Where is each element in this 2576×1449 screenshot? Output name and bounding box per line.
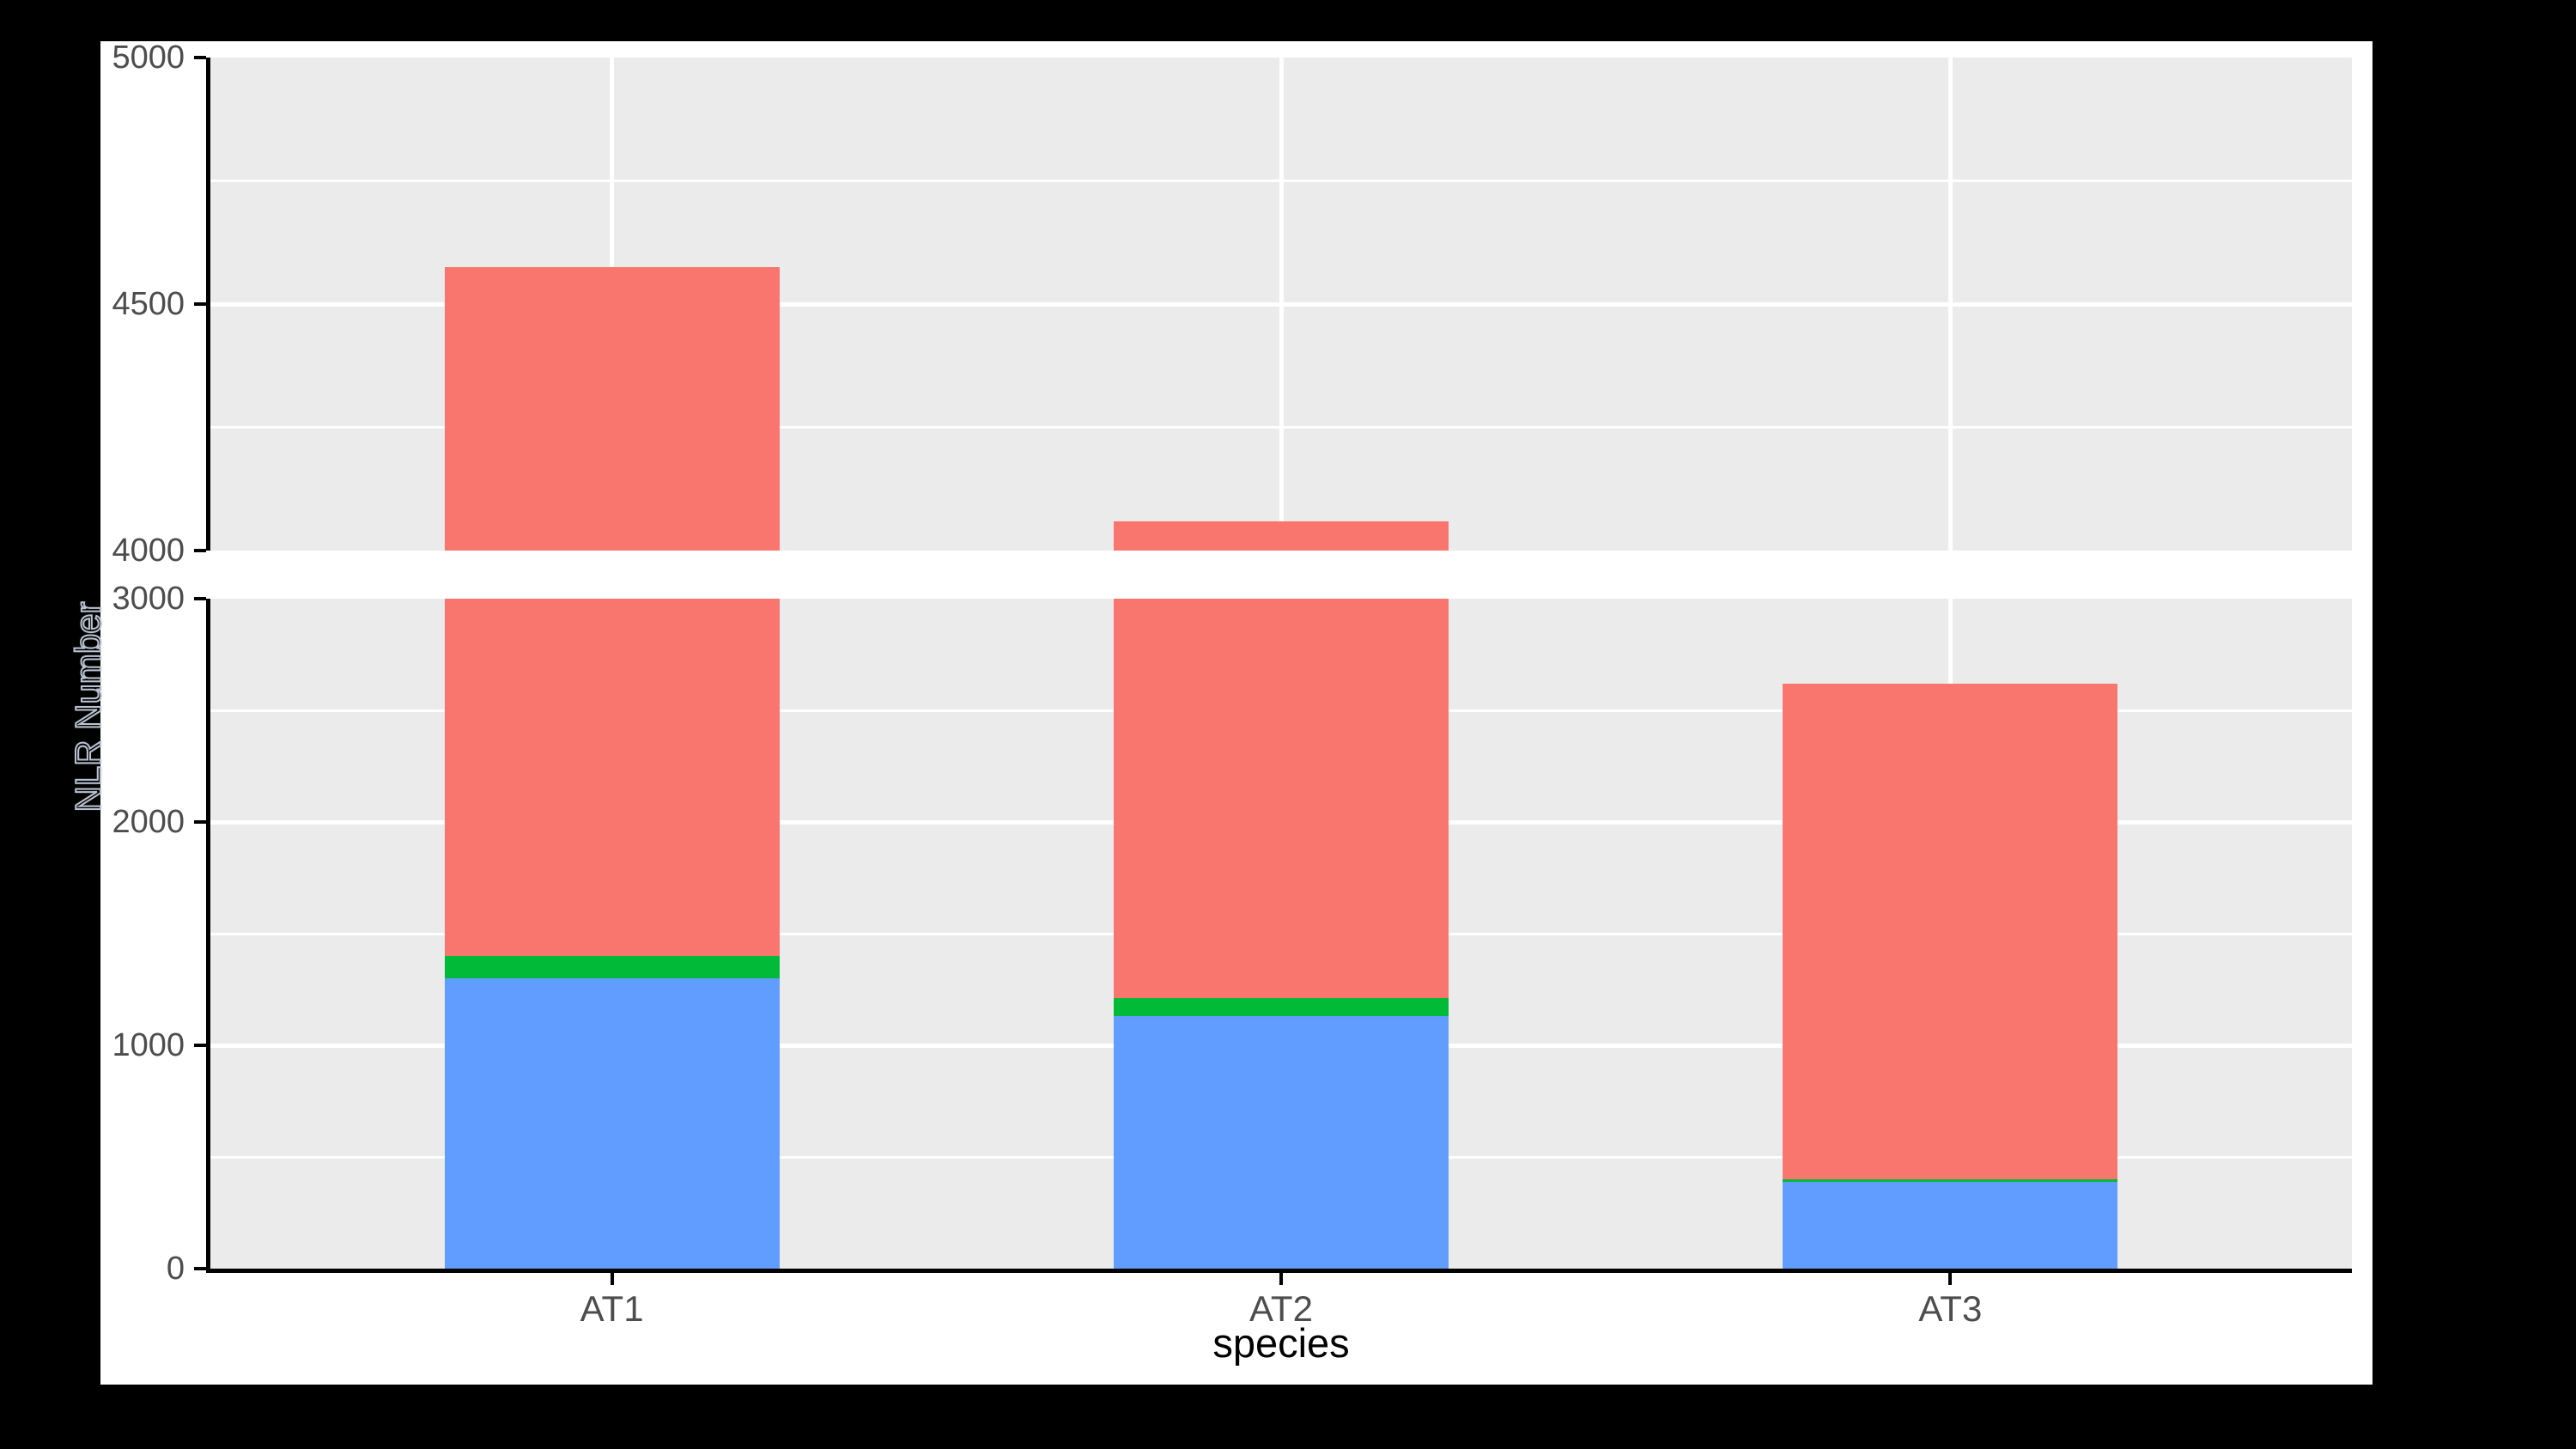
y-axis-tick xyxy=(194,1044,206,1047)
panel-bottom xyxy=(210,599,2352,1269)
bar-segment-red-segment-AT2 xyxy=(1114,521,1449,551)
bar-segment-red-segment-AT3 xyxy=(1783,683,2118,1179)
y-axis-tick xyxy=(194,1267,206,1270)
y-tick-label: 2000 xyxy=(112,804,185,840)
x-tick-label-AT2: AT2 xyxy=(1249,1288,1313,1329)
y-axis-tick xyxy=(194,56,206,59)
bar-segment-blue-segment-AT1 xyxy=(444,978,780,1269)
y-axis-line xyxy=(206,599,210,1269)
y-tick-label: 1000 xyxy=(112,1027,185,1063)
x-axis-tick xyxy=(610,1273,614,1285)
bar-segment-red-segment-AT1 xyxy=(444,599,780,956)
y-tick-label: 0 xyxy=(166,1251,185,1287)
x-tick-label-AT3: AT3 xyxy=(1918,1288,1983,1329)
bar-segment-blue-segment-AT3 xyxy=(1783,1181,2118,1269)
bar-segment-green-segment-AT2 xyxy=(1114,998,1449,1017)
bar-segment-green-segment-AT3 xyxy=(1783,1179,2118,1182)
y-tick-label: 5000 xyxy=(112,40,185,76)
bar-segment-red-segment-AT1 xyxy=(444,266,780,551)
y-axis-tick xyxy=(194,597,206,600)
y-axis-tick xyxy=(194,549,206,552)
x-axis-tick xyxy=(1948,1273,1953,1285)
bar-segment-blue-segment-AT2 xyxy=(1114,1016,1449,1269)
y-axis-tick xyxy=(194,820,206,824)
y-axis-line xyxy=(206,58,210,551)
gridline-major-vertical xyxy=(1947,58,1953,551)
x-axis-title: species xyxy=(1212,1320,1350,1366)
gridline-major-vertical xyxy=(1279,58,1284,551)
panel-top xyxy=(210,58,2352,551)
y-tick-label: 4500 xyxy=(112,286,185,322)
y-tick-label: 3000 xyxy=(112,581,185,617)
x-tick-label-AT1: AT1 xyxy=(580,1288,644,1329)
y-axis-tick xyxy=(194,302,206,306)
y-tick-label: 4000 xyxy=(112,533,185,569)
x-axis-line xyxy=(206,1269,2352,1273)
bar-segment-red-segment-AT2 xyxy=(1114,599,1449,999)
bar-segment-green-segment-AT1 xyxy=(444,956,780,978)
x-axis-tick xyxy=(1279,1273,1283,1285)
